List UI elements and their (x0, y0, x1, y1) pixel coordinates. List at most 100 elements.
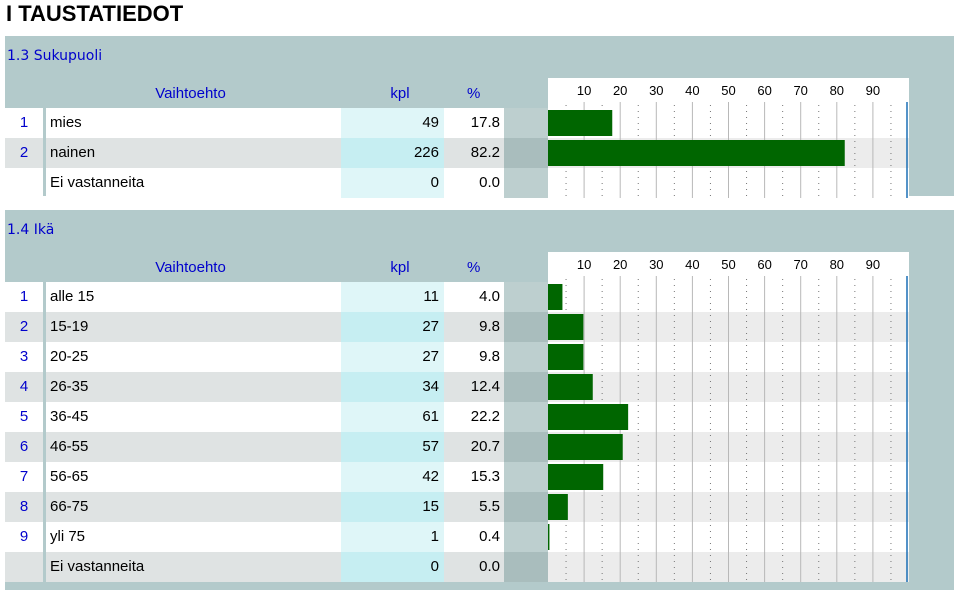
row-count: 0 (341, 168, 444, 198)
page-title: I TAUSTATIEDOT (6, 1, 184, 26)
row-spacer (504, 282, 548, 312)
row-label: 36-45 (46, 402, 341, 432)
tick-label: 50 (721, 257, 735, 272)
row-spacer (504, 552, 548, 582)
row-spacer (504, 492, 548, 522)
row-label: mies (46, 108, 341, 138)
row-percent: 0.4 (444, 522, 504, 552)
row-label: 15-19 (46, 312, 341, 342)
bar (548, 110, 613, 136)
tick-label: 10 (577, 83, 591, 98)
table-row: 8 66-75 15 5.5 (5, 492, 910, 522)
table-row: 2 nainen 226 82.2 (5, 138, 910, 168)
tick-label: 40 (685, 257, 699, 272)
row-label: 26-35 (46, 372, 341, 402)
row-spacer (504, 138, 548, 168)
row-spacer (504, 432, 548, 462)
row-number: 5 (5, 402, 43, 432)
row-percent: 82.2 (444, 138, 504, 168)
row-percent: 0.0 (444, 552, 504, 582)
table-header: Vaihtoehto kpl% (5, 253, 910, 281)
row-number: 6 (5, 432, 43, 462)
row-number: 7 (5, 462, 43, 492)
row-count: 61 (341, 402, 444, 432)
table-row: 7 56-65 42 15.3 (5, 462, 910, 492)
tick-label: 50 (721, 83, 735, 98)
bar (548, 464, 604, 490)
row-label: 20-25 (46, 342, 341, 372)
row-percent: 5.5 (444, 492, 504, 522)
tick-label: 10 (577, 257, 591, 272)
row-number: 1 (5, 108, 43, 138)
bar-chart: 10 20 30 40 50 60 70 80 90 (548, 78, 909, 198)
row-percent: 9.8 (444, 312, 504, 342)
row-number: 2 (5, 138, 43, 168)
row-count: 0 (341, 552, 444, 582)
bar (548, 494, 568, 520)
bar (548, 314, 584, 340)
row-number (5, 168, 43, 198)
table-row: 1 mies 49 17.8 (5, 108, 910, 138)
row-spacer (504, 108, 548, 138)
row-number (5, 552, 43, 582)
row-label: Ei vastanneita (46, 168, 341, 198)
row-number: 1 (5, 282, 43, 312)
row-percent: 15.3 (444, 462, 504, 492)
table-row: Ei vastanneita 0 0.0 (5, 168, 910, 198)
header-percent: % (467, 85, 481, 102)
row-label: yli 75 (46, 522, 341, 552)
row-number: 9 (5, 522, 43, 552)
row-count: 11 (341, 282, 444, 312)
row-label: alle 15 (46, 282, 341, 312)
row-count: 226 (341, 138, 444, 168)
bar-chart: 10 20 30 40 50 60 70 80 90 (548, 252, 909, 582)
bar (548, 524, 550, 550)
row-count: 15 (341, 492, 444, 522)
row-percent: 22.2 (444, 402, 504, 432)
row-number: 4 (5, 372, 43, 402)
row-percent: 4.0 (444, 282, 504, 312)
row-spacer (504, 522, 548, 552)
row-count: 27 (341, 342, 444, 372)
table-row: 2 15-19 27 9.8 (5, 312, 910, 342)
tick-label: 60 (757, 83, 771, 98)
row-label: Ei vastanneita (46, 552, 341, 582)
table-row: 3 20-25 27 9.8 (5, 342, 910, 372)
row-number: 3 (5, 342, 43, 372)
row-label: nainen (46, 138, 341, 168)
header-percent: % (467, 259, 481, 276)
row-number: 2 (5, 312, 43, 342)
bar (548, 344, 584, 370)
table-row: 1 alle 15 11 4.0 (5, 282, 910, 312)
row-count: 34 (341, 372, 444, 402)
tick-label: 60 (757, 257, 771, 272)
tick-label: 90 (866, 83, 880, 98)
header-count: kpl (390, 259, 410, 276)
bar (548, 404, 629, 430)
bar (548, 434, 623, 460)
bar (548, 374, 593, 400)
row-count: 1 (341, 522, 444, 552)
header-count: kpl (390, 85, 410, 102)
table-row: 4 26-35 34 12.4 (5, 372, 910, 402)
row-number: 8 (5, 492, 43, 522)
survey-section: 1.3 Sukupuoli Vaihtoehto kpl% 1 mies 49 17.8 2 n… (5, 36, 954, 198)
tick-label: 90 (866, 257, 880, 272)
row-spacer (504, 312, 548, 342)
row-spacer (504, 342, 548, 372)
section-title: 1.3 Sukupuoli (7, 48, 103, 64)
header-option: Vaihtoehto (155, 259, 226, 276)
table-row: Ei vastanneita 0 0.0 (5, 552, 910, 582)
survey-section: 1.4 Ikä Vaihtoehto kpl% 1 alle 15 11 4.0 2 15-19… (5, 210, 954, 590)
row-spacer (504, 372, 548, 402)
row-spacer (504, 168, 548, 198)
section-title: 1.4 Ikä (7, 222, 55, 238)
tick-label: 70 (793, 83, 807, 98)
bar (548, 284, 563, 310)
tick-label: 20 (613, 257, 627, 272)
tick-label: 30 (649, 257, 663, 272)
row-count: 27 (341, 312, 444, 342)
tick-label: 80 (830, 83, 844, 98)
row-percent: 20.7 (444, 432, 504, 462)
row-percent: 9.8 (444, 342, 504, 372)
